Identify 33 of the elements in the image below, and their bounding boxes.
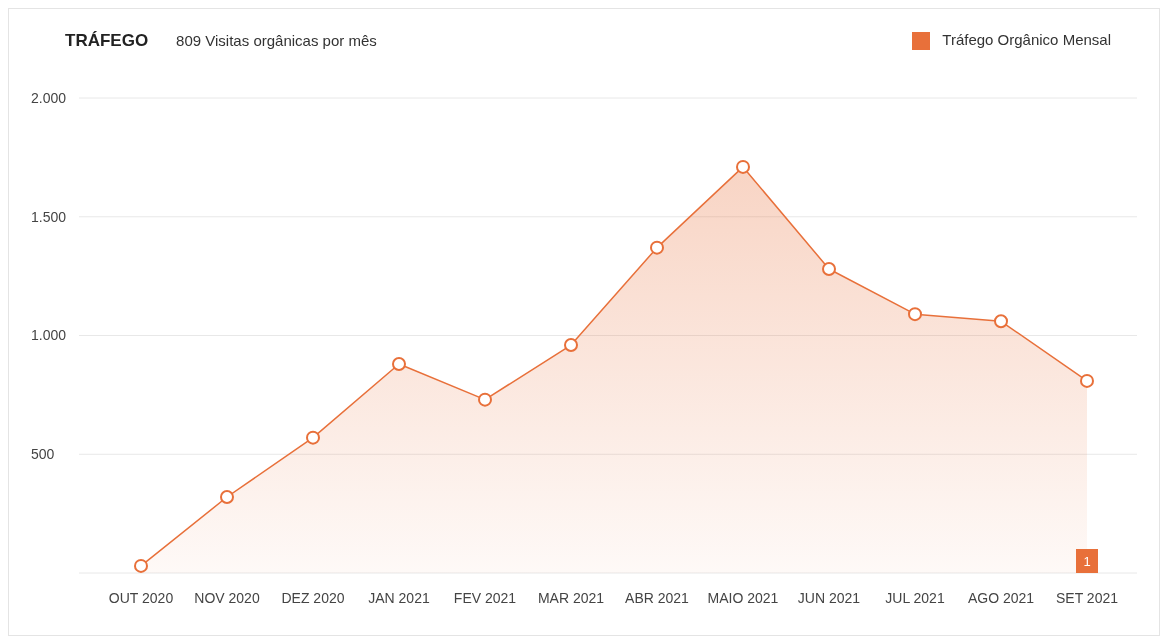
point: [994, 314, 1008, 329]
x-tick-label: DEZ 2020: [281, 589, 345, 606]
y-tick-label: 2.000: [31, 90, 67, 106]
x-tick-label: JUN 2021: [797, 589, 861, 606]
point: [564, 338, 578, 353]
x-tick-label: ABR 2021: [625, 589, 690, 606]
point: [392, 357, 406, 372]
chart-title: TRÁFEGO: [65, 31, 149, 51]
point: [1080, 373, 1094, 388]
legend-label: Tráfego Orgânico Mensal: [942, 31, 1111, 48]
x-tick-label: JUL 2021: [885, 589, 945, 606]
y-tick-label: 1.000: [31, 327, 67, 344]
point: [736, 159, 750, 174]
event-flag: 1: [1076, 549, 1098, 573]
annotation: 1: [1083, 554, 1091, 569]
y-tick-label: 1.500: [31, 208, 67, 225]
point: [134, 558, 148, 573]
point: [220, 490, 234, 505]
x-tick-label: JAN 2021: [368, 589, 430, 606]
chart-subtitle: 809 Visitas orgânicas por mês: [176, 32, 377, 49]
x-tick-label: AGO 2021: [967, 589, 1035, 606]
x-tick-label: SET 2021: [1055, 589, 1119, 606]
point: [908, 307, 922, 322]
point: [822, 262, 836, 277]
point: [306, 430, 320, 445]
x-tick-label: NOV 2020: [194, 589, 260, 606]
x-tick-label: MAR 2021: [537, 589, 605, 606]
x-tick-label: MAIO 2021: [707, 589, 779, 606]
y-tick-label: 500: [31, 446, 55, 463]
point: [478, 392, 492, 407]
point: [650, 240, 664, 255]
x-tick-label: FEV 2021: [453, 589, 517, 606]
x-tick-label: OUT 2020: [108, 589, 174, 606]
